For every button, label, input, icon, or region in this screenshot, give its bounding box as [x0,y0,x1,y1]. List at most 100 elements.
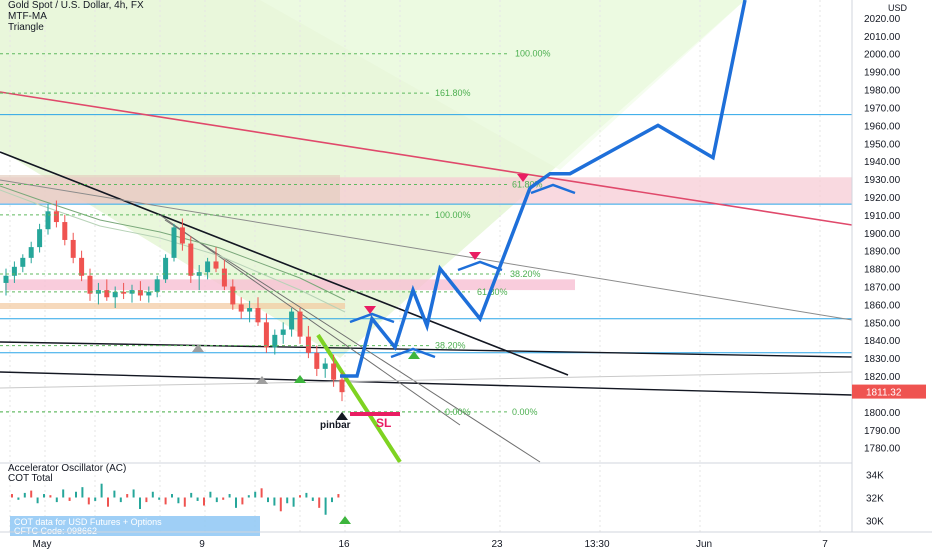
oscillator-subtitle: COT Total [8,473,53,484]
candle-body [87,275,93,294]
price-axis-unit: USD [888,3,908,13]
grey-trendline-2 [159,214,461,426]
fib-level-label: 100.00% [435,210,471,220]
projection-arrowhead [390,347,436,359]
indicator-mtfma: MTF-MA [8,11,47,22]
candle-body [230,286,236,305]
candle-body [104,290,110,298]
indicator-triangle: Triangle [8,22,44,33]
projection-arrowhead [349,312,395,324]
cot-legend-line1: COT data for USD Futures + Options [14,517,162,527]
candle-body [322,363,328,369]
resistance-zone-left [0,175,340,203]
grey-up-marker [256,376,268,384]
moving-average-2 [0,189,346,313]
candle-body [3,275,9,283]
candle-body [263,322,269,348]
oscillator-title: Accelerator Oscillator (AC) [8,463,126,474]
candle-body [79,257,85,276]
candle-body [112,291,118,298]
price-tick-label: 1870.00 [864,283,901,294]
light-trendline [0,371,853,389]
price-tick-label: 1790.00 [864,426,901,437]
price-tick-label: 1920.00 [864,193,901,204]
osc-tick-label: 30K [866,517,884,528]
candle-body [28,247,34,258]
projection-arrowhead [457,260,503,272]
green-up-marker [294,375,306,383]
triangle-pattern-inner [260,0,745,170]
candle-body [45,211,51,230]
candle-body [11,266,17,276]
price-tick-label: 1940.00 [864,157,901,168]
price-tick-label: 1960.00 [864,121,901,132]
projection-arrowhead [530,183,576,195]
last-price-box [852,384,926,399]
price-tick-label: 1950.00 [864,139,901,150]
price-axis-bg [852,0,932,550]
green-up-marker [408,351,420,359]
candle-body [205,261,211,273]
candle-body [247,308,253,312]
pinbar-label: pinbar [320,420,351,431]
price-tick-label: 1970.00 [864,103,901,114]
price-tick-label: 1800.00 [864,408,901,419]
time-tick-label: 7 [822,539,828,550]
projection-path [340,0,747,378]
osc-tick-label: 34K [866,471,884,482]
candle-body [221,268,227,287]
time-tick-label: Jun [696,539,712,550]
grey-trendline [0,179,853,321]
price-tick-label: 1910.00 [864,211,901,222]
price-tick-label: 2020.00 [864,14,901,25]
time-tick-label: May [33,539,52,550]
red-trendline [0,91,853,226]
black-trendline-upper [0,151,569,376]
candle-body [171,227,177,258]
cot-legend-box [10,516,260,536]
price-tick-label: 2010.00 [864,32,901,43]
candle-body [305,336,311,353]
candle-body [53,211,59,223]
candle-body [121,291,127,294]
price-tick-label: 1990.00 [864,68,901,79]
candle-body [255,308,261,323]
candle-body [70,239,76,258]
black-trendline-lower [0,371,853,396]
moving-average [0,185,346,301]
candle-body [289,311,295,330]
pink-down-marker [364,306,376,314]
fib-level-label: 38.20% [510,269,541,279]
price-tick-label: 1930.00 [864,175,901,186]
fib-level-label: 61.80% [477,287,508,297]
osc-tick-label: 32K [866,494,884,505]
price-tick-label: 1850.00 [864,318,901,329]
symbol-title: Gold Spot / U.S. Dollar, 4h, FX [8,0,144,11]
grey-trendline-3 [164,219,541,463]
time-tick-label: 16 [338,539,350,550]
green-trendline [316,333,402,464]
pink-down-marker [469,252,481,260]
fib-level-label: 38.20% [435,341,466,351]
candle-body [280,329,286,335]
pink-down-marker [517,174,529,182]
grey-up-marker [192,344,204,352]
candle-body [62,222,68,240]
fib-level-label: 100.00% [515,49,551,59]
candle-body [314,352,320,369]
candle-body [238,304,244,312]
time-tick-label: 23 [491,539,503,550]
candle-body [137,290,143,296]
price-tick-label: 1780.00 [864,444,901,455]
candle-body [37,229,43,248]
price-tick-label: 1980.00 [864,86,901,97]
candle-body [213,261,219,269]
price-tick-label: 1860.00 [864,300,901,311]
black-trendline-mid [0,341,853,358]
black-up-marker [336,412,348,420]
fib-level-label: 161.80% [435,88,471,98]
candle-body [331,363,337,380]
candle-body [188,243,194,276]
